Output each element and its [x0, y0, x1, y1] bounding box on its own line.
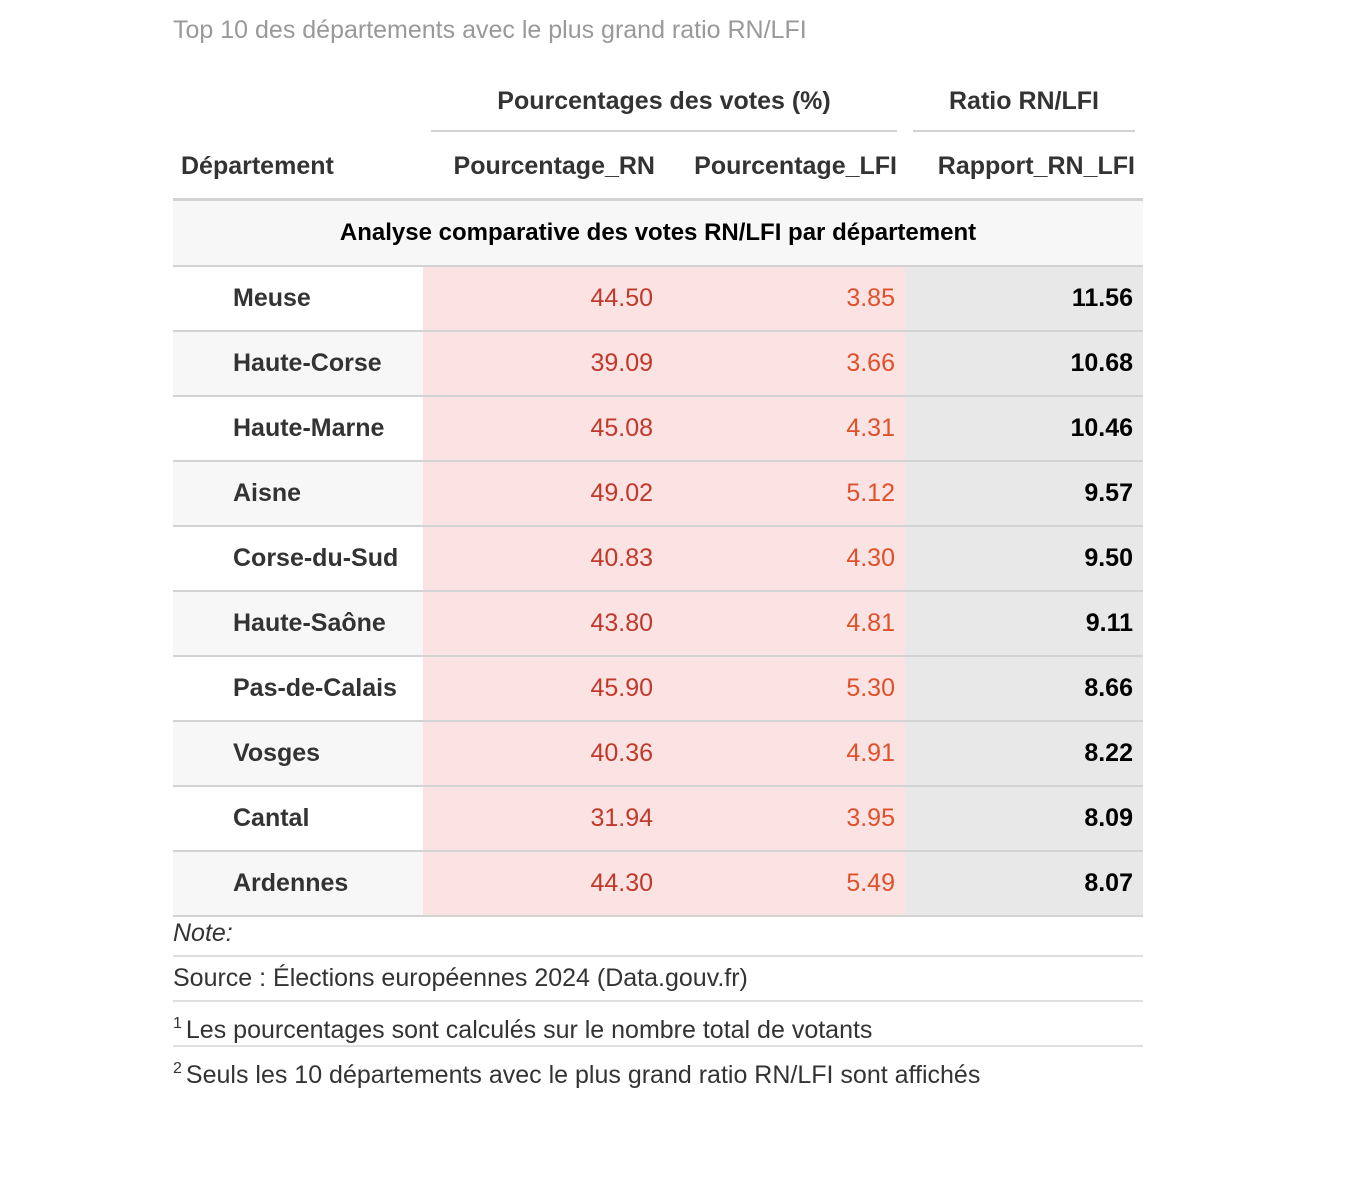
table-row: Haute-Saône 43.80 4.81 9.11 [173, 591, 1143, 657]
data-table: Pourcentages des votes (%) Ratio RN/LFI … [173, 70, 1143, 917]
table-row: Vosges 40.36 4.91 8.22 [173, 721, 1143, 787]
table-title: Top 10 des départements avec le plus gra… [173, 16, 807, 44]
cell: 8.07 [905, 851, 1143, 917]
column-header: Département [173, 134, 423, 201]
cell: 3.66 [663, 331, 905, 397]
row-label: Vosges [173, 721, 423, 787]
footnote: 1 Les pourcentages sont calculés sur le n… [173, 1002, 1143, 1047]
cell: 40.36 [423, 721, 663, 787]
cell: 8.22 [905, 721, 1143, 787]
cell: 10.46 [905, 396, 1143, 462]
column-header-row: Département Pourcentage_RN Pourcentage_L… [173, 134, 1143, 201]
footnote: 2 Seuls les 10 départements avec le plus … [173, 1047, 1143, 1090]
spanner-row: Pourcentages des votes (%) Ratio RN/LFI [173, 70, 1143, 134]
cell: 4.31 [663, 396, 905, 462]
table-row: Meuse 44.50 3.85 11.56 [173, 266, 1143, 332]
row-label: Haute-Marne [173, 396, 423, 462]
table-footer: Note: Source : Élections européennes 202… [173, 912, 1143, 1090]
spanner-label: Ratio RN/LFI [913, 87, 1135, 132]
cell: 8.09 [905, 786, 1143, 852]
footnote-text: Seuls les 10 départements avec le plus g… [185, 1061, 981, 1089]
cell: 4.81 [663, 591, 905, 657]
row-label: Pas-de-Calais [173, 656, 423, 722]
row-label: Meuse [173, 266, 423, 332]
cell: 45.08 [423, 396, 663, 462]
table-row: Aisne 49.02 5.12 9.57 [173, 461, 1143, 527]
cell: 44.50 [423, 266, 663, 332]
table-row: Ardennes 44.30 5.49 8.07 [173, 851, 1143, 917]
row-label: Haute-Saône [173, 591, 423, 657]
cell: 5.49 [663, 851, 905, 917]
cell: 11.56 [905, 266, 1143, 332]
note: Note: [173, 912, 1143, 957]
cell: 5.12 [663, 461, 905, 527]
row-label: Haute-Corse [173, 331, 423, 397]
cell: 3.95 [663, 786, 905, 852]
cell: 44.30 [423, 851, 663, 917]
row-label: Corse-du-Sud [173, 526, 423, 592]
spanner: Pourcentages des votes (%) [423, 70, 905, 134]
spanner: Ratio RN/LFI [905, 70, 1143, 134]
cell: 8.66 [905, 656, 1143, 722]
row-label: Cantal [173, 786, 423, 852]
row-label: Aisne [173, 461, 423, 527]
spanner-label: Pourcentages des votes (%) [431, 87, 897, 132]
cell: 3.85 [663, 266, 905, 332]
table-row: Pas-de-Calais 45.90 5.30 8.66 [173, 656, 1143, 722]
cell: 31.94 [423, 786, 663, 852]
cell: 39.09 [423, 331, 663, 397]
empty-header [173, 70, 423, 134]
group-label: Analyse comparative des votes RN/LFI par… [173, 199, 1143, 267]
cell: 9.57 [905, 461, 1143, 527]
footnote-mark: 2 [173, 1060, 182, 1077]
footnote-text: Les pourcentages sont calculés sur le no… [185, 1016, 873, 1044]
cell: 4.91 [663, 721, 905, 787]
cell: 4.30 [663, 526, 905, 592]
cell: 45.90 [423, 656, 663, 722]
column-header: Pourcentage_LFI [663, 134, 905, 201]
cell: 9.11 [905, 591, 1143, 657]
cell: 10.68 [905, 331, 1143, 397]
footnote-mark: 1 [173, 1015, 182, 1032]
cell: 40.83 [423, 526, 663, 592]
column-header: Rapport_RN_LFI [905, 134, 1143, 201]
cell: 5.30 [663, 656, 905, 722]
source: Source : Élections européennes 2024 (Dat… [173, 957, 1143, 1002]
group-row: Analyse comparative des votes RN/LFI par… [173, 199, 1143, 267]
table-body: Meuse 44.50 3.85 11.56 Haute-Corse 39.09 3.66 1… [173, 266, 1143, 917]
column-header: Pourcentage_RN [423, 134, 663, 201]
cell: 43.80 [423, 591, 663, 657]
table-row: Haute-Corse 39.09 3.66 10.68 [173, 331, 1143, 397]
cell: 49.02 [423, 461, 663, 527]
table-row: Corse-du-Sud 40.83 4.30 9.50 [173, 526, 1143, 592]
row-label: Ardennes [173, 851, 423, 917]
table-row: Haute-Marne 45.08 4.31 10.46 [173, 396, 1143, 462]
table-row: Cantal 31.94 3.95 8.09 [173, 786, 1143, 852]
cell: 9.50 [905, 526, 1143, 592]
